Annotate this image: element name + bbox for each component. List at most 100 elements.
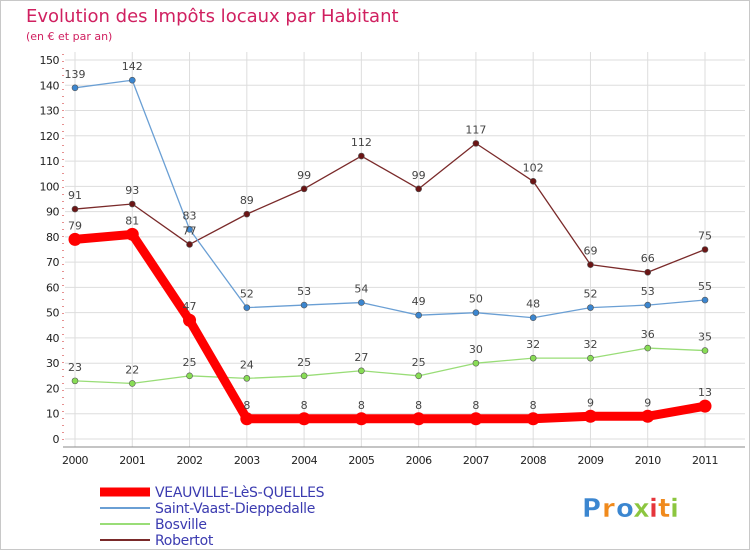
data-label: 79	[68, 219, 82, 232]
data-label: 81	[125, 214, 139, 227]
data-label: 22	[125, 363, 139, 376]
data-label: 9	[587, 396, 594, 409]
data-point	[243, 375, 251, 382]
data-point	[300, 301, 308, 309]
data-point	[529, 354, 537, 362]
data-label: 69	[583, 245, 597, 258]
data-label: 48	[526, 298, 540, 311]
data-label: 142	[122, 60, 143, 73]
data-point	[529, 177, 537, 185]
data-label: 53	[297, 285, 311, 298]
data-label: 9	[644, 396, 651, 409]
data-point	[71, 205, 79, 213]
data-label: 91	[68, 189, 82, 202]
data-point	[297, 412, 311, 426]
data-label: 32	[583, 338, 597, 351]
logo-letter: P	[582, 494, 601, 524]
y-tick-label: 0	[53, 433, 60, 446]
data-label: 25	[297, 356, 311, 369]
x-tick-label: 2004	[291, 454, 317, 467]
data-label: 139	[65, 68, 86, 81]
data-label: 8	[530, 399, 537, 412]
data-point	[300, 372, 308, 380]
data-point	[243, 210, 251, 218]
logo-letter: i	[649, 494, 658, 524]
data-point	[472, 309, 480, 316]
data-point	[698, 399, 712, 413]
data-label: 24	[240, 358, 254, 371]
data-point	[701, 246, 709, 253]
data-point	[415, 311, 422, 319]
data-point	[701, 296, 709, 304]
y-tick-label: 140	[40, 79, 60, 92]
data-label: 66	[641, 252, 655, 265]
data-label: 35	[698, 331, 712, 344]
data-point	[587, 354, 594, 362]
data-label: 32	[526, 338, 540, 351]
data-point	[128, 76, 136, 84]
x-tick-label: 2001	[119, 454, 145, 467]
y-tick-label: 150	[40, 54, 60, 67]
data-label: 8	[243, 399, 250, 412]
data-point	[412, 412, 426, 426]
data-point	[587, 304, 594, 311]
data-point	[358, 367, 365, 375]
chart-title: Evolution des Impôts locaux par Habitant	[26, 6, 399, 27]
data-label: 8	[415, 399, 422, 412]
data-label: 8	[472, 399, 479, 412]
series-lines	[68, 76, 712, 426]
logo-letter: o	[616, 494, 634, 524]
data-point	[71, 84, 79, 92]
x-tick-label: 2010	[635, 454, 661, 467]
x-tick-label: 2011	[692, 454, 718, 467]
data-label: 36	[641, 328, 655, 341]
data-point	[415, 185, 422, 193]
y-tick-label: 60	[46, 281, 59, 294]
legend-label: VEAUVILLE-LèS-QUELLES	[155, 485, 325, 501]
data-label: 102	[523, 161, 544, 174]
legend-label: Saint-Vaast-Dieppedalle	[155, 501, 315, 517]
data-label: 8	[301, 399, 308, 412]
y-tick-label: 100	[40, 180, 60, 193]
data-label: 47	[183, 300, 197, 313]
data-label: 49	[412, 295, 426, 308]
data-point	[529, 314, 537, 322]
series-line	[74, 347, 706, 385]
data-label: 53	[641, 285, 655, 298]
data-label: 112	[351, 136, 372, 149]
data-point	[641, 409, 655, 423]
y-tick-label: 70	[46, 256, 59, 269]
data-point	[583, 409, 597, 423]
data-label: 52	[240, 288, 254, 301]
y-tick-label: 40	[46, 332, 59, 345]
y-tick-label: 130	[40, 105, 60, 118]
y-tick-label: 90	[46, 206, 59, 219]
data-point	[526, 412, 540, 426]
logo-letter: i	[670, 494, 679, 524]
data-point	[300, 185, 308, 193]
grid	[65, 52, 745, 447]
y-tick-label: 110	[40, 155, 60, 168]
x-tick-label: 2003	[234, 454, 260, 467]
y-tick-label: 20	[46, 382, 59, 395]
data-label: 13	[698, 386, 712, 399]
data-label: 52	[583, 288, 597, 301]
data-point	[128, 380, 136, 387]
data-label: 99	[412, 169, 426, 182]
y-tick-label: 120	[40, 130, 60, 143]
x-tick-label: 2008	[520, 454, 546, 467]
data-label: 25	[412, 356, 426, 369]
data-point	[240, 412, 254, 426]
legend-label: Robertot	[155, 533, 214, 549]
data-point	[186, 372, 193, 380]
data-label: 50	[469, 293, 483, 306]
data-point	[644, 344, 652, 352]
x-tick-label: 2007	[463, 454, 489, 467]
data-point	[644, 301, 652, 309]
x-tick-label: 2002	[177, 454, 203, 467]
data-point	[701, 347, 709, 354]
data-point	[186, 241, 193, 248]
